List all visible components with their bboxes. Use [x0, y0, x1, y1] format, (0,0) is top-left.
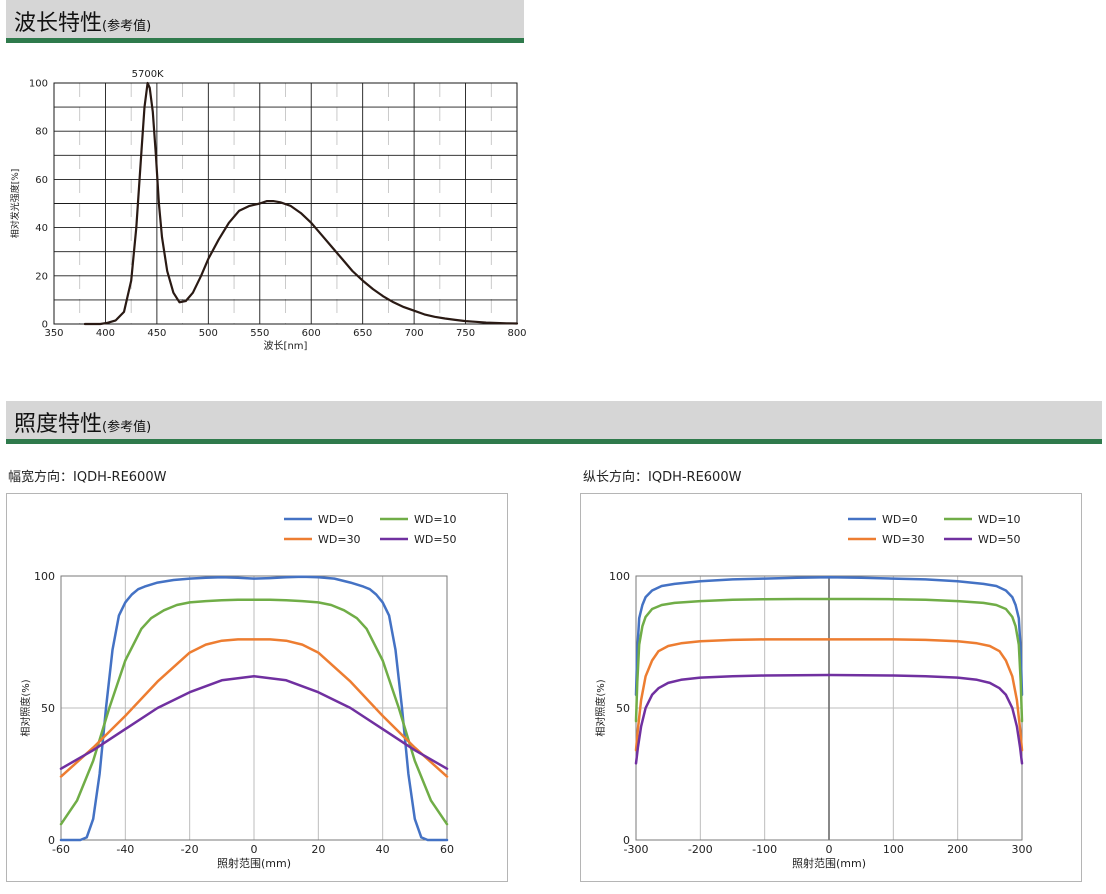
series-line-wd-10 — [59, 598, 449, 826]
width-direction-title: 幅宽方向：IQDH-RE600W — [8, 470, 167, 485]
illuminance-title-text: 照度特性 — [14, 412, 103, 437]
y-tick-label: 60 — [35, 175, 48, 186]
legend-label: WD=0 — [882, 513, 918, 526]
illuminance-section-title: 照度特性(参考值) — [14, 406, 151, 438]
x-axis-label: 照射范围(mm) — [792, 856, 866, 870]
legend-label: WD=50 — [978, 533, 1021, 546]
y-axis-label: 相对照度(%) — [19, 679, 32, 736]
x-tick-label: 300 — [1012, 843, 1033, 856]
x-tick-label: 0 — [826, 843, 833, 856]
x-tick-label: -40 — [116, 843, 134, 856]
spectrum-section-header: 波长特性(参考值) — [6, 0, 524, 43]
y-tick-label: 0 — [623, 834, 630, 847]
illuminance-section-header: 照度特性(参考值) — [6, 401, 1102, 444]
legend-label: WD=10 — [978, 513, 1021, 526]
x-tick-label: 20 — [311, 843, 325, 856]
x-tick-label: 0 — [251, 843, 258, 856]
x-tick-label: 200 — [947, 843, 968, 856]
y-tick-label: 100 — [34, 570, 55, 583]
x-axis-label: 波长[nm] — [264, 339, 308, 352]
x-tick-label: 40 — [376, 843, 390, 856]
y-tick-label: 100 — [609, 570, 630, 583]
x-tick-label: 600 — [302, 328, 321, 339]
x-tick-label: -60 — [52, 843, 70, 856]
x-tick-label: 500 — [199, 328, 218, 339]
x-tick-label: -100 — [752, 843, 777, 856]
y-axis-label: 相对照度(%) — [594, 679, 607, 736]
illuminance-title-note: (参考值) — [102, 420, 152, 435]
y-tick-label: 50 — [616, 702, 630, 715]
series-line-wd-0 — [59, 575, 449, 842]
x-tick-label: 400 — [96, 328, 115, 339]
y-tick-label: 80 — [35, 127, 48, 138]
spectrum-title-text: 波长特性 — [14, 11, 103, 36]
x-tick-label: -200 — [688, 843, 713, 856]
spectrum-section-title: 波长特性(参考值) — [14, 5, 151, 37]
legend-label: WD=50 — [414, 533, 457, 546]
x-tick-label: 60 — [440, 843, 454, 856]
series-line-wd-0 — [634, 576, 1024, 697]
series-line — [83, 81, 519, 326]
y-tick-label: 100 — [29, 79, 48, 90]
plot-frame — [53, 82, 518, 325]
y-axis-label: 相对发光强度[%] — [9, 169, 21, 239]
x-tick-label: 350 — [44, 328, 63, 339]
legend-label: WD=30 — [318, 533, 361, 546]
width-direction-panel — [6, 493, 508, 882]
y-tick-label: 40 — [35, 223, 48, 234]
series-line-wd-30 — [59, 638, 449, 778]
x-tick-label: -20 — [181, 843, 199, 856]
x-tick-label: 550 — [250, 328, 269, 339]
length-direction-title: 纵长方向：IQDH-RE600W — [583, 470, 742, 485]
y-tick-label: 0 — [42, 320, 48, 331]
series-line-wd-50 — [634, 673, 1024, 765]
x-tick-label: 800 — [507, 328, 526, 339]
x-tick-label: 700 — [405, 328, 424, 339]
series-line-wd-50 — [59, 675, 449, 770]
spectrum-title-note: (参考值) — [102, 19, 152, 34]
plot-frame — [60, 575, 448, 841]
x-tick-label: 650 — [353, 328, 372, 339]
x-tick-label: 750 — [456, 328, 475, 339]
legend-label: WD=30 — [882, 533, 925, 546]
y-tick-label: 0 — [48, 834, 55, 847]
x-axis-label: 照射范围(mm) — [217, 856, 291, 870]
legend-label: WD=0 — [318, 513, 354, 526]
y-tick-label: 50 — [41, 702, 55, 715]
series-line-wd-30 — [634, 638, 1024, 752]
legend-label: WD=10 — [414, 513, 457, 526]
y-tick-label: 20 — [35, 271, 48, 282]
x-tick-label: 100 — [883, 843, 904, 856]
x-tick-label: 450 — [147, 328, 166, 339]
x-tick-label: -300 — [624, 843, 649, 856]
series-line-wd-10 — [634, 597, 1024, 723]
peak-annotation: 5700K — [132, 69, 164, 80]
